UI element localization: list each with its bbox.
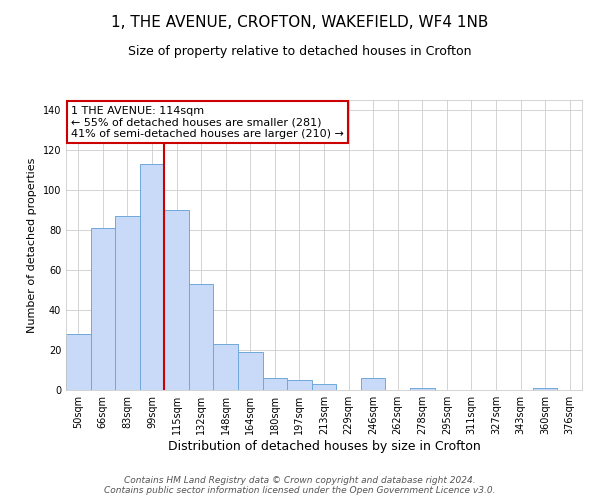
Bar bbox=[140, 164, 164, 390]
Y-axis label: Number of detached properties: Number of detached properties bbox=[27, 158, 37, 332]
Bar bbox=[164, 210, 189, 390]
Bar bbox=[91, 228, 115, 390]
Bar bbox=[533, 388, 557, 390]
Bar bbox=[361, 378, 385, 390]
X-axis label: Distribution of detached houses by size in Crofton: Distribution of detached houses by size … bbox=[167, 440, 481, 453]
Bar bbox=[115, 216, 140, 390]
Text: 1, THE AVENUE, CROFTON, WAKEFIELD, WF4 1NB: 1, THE AVENUE, CROFTON, WAKEFIELD, WF4 1… bbox=[112, 15, 488, 30]
Bar bbox=[312, 384, 336, 390]
Text: 1 THE AVENUE: 114sqm
← 55% of detached houses are smaller (281)
41% of semi-deta: 1 THE AVENUE: 114sqm ← 55% of detached h… bbox=[71, 106, 344, 139]
Bar bbox=[66, 334, 91, 390]
Bar bbox=[238, 352, 263, 390]
Bar bbox=[263, 378, 287, 390]
Bar bbox=[410, 388, 434, 390]
Bar bbox=[214, 344, 238, 390]
Bar bbox=[287, 380, 312, 390]
Text: Contains HM Land Registry data © Crown copyright and database right 2024.
Contai: Contains HM Land Registry data © Crown c… bbox=[104, 476, 496, 495]
Text: Size of property relative to detached houses in Crofton: Size of property relative to detached ho… bbox=[128, 45, 472, 58]
Bar bbox=[189, 284, 214, 390]
